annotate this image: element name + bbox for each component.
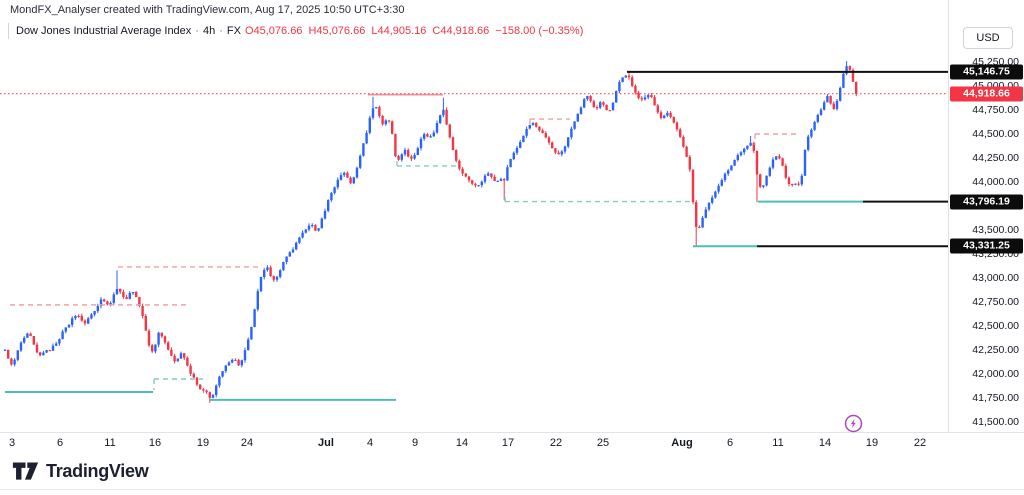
price-tick-label: 44,750.00 — [972, 104, 1019, 116]
price-tick-label: 44,500.00 — [972, 128, 1019, 140]
tradingview-logo[interactable]: TradingView — [12, 461, 149, 482]
currency-button[interactable]: USD — [963, 27, 1013, 49]
price-level-label: 43,796.19 — [950, 194, 1023, 210]
price-tick-label: 42,750.00 — [972, 296, 1019, 308]
price-tick-label: 44,250.00 — [972, 152, 1019, 164]
time-tick-day: 16 — [148, 437, 162, 449]
price-tick-label: 42,250.00 — [972, 344, 1019, 356]
time-tick-day: 14 — [818, 437, 832, 449]
low-value: L44,905.16 — [371, 25, 427, 37]
interval-label[interactable]: 4h — [202, 25, 216, 37]
footer: TradingView — [0, 453, 1024, 495]
tradingview-logo-text: TradingView — [46, 461, 149, 481]
time-tick-month: Aug — [671, 437, 693, 449]
time-tick-day: 14 — [455, 437, 469, 449]
time-tick-day: 25 — [596, 437, 610, 449]
price-tick-label: 41,750.00 — [972, 392, 1019, 404]
price-tick-label: 43,500.00 — [972, 224, 1019, 236]
open-value: O45,076.66 — [244, 25, 303, 37]
time-tick-day: 17 — [501, 437, 515, 449]
legend-separator: · — [195, 25, 199, 37]
price-tick-label: 43,000.00 — [972, 272, 1019, 284]
page-bottom-divider — [0, 489, 1024, 490]
time-tick-day: 11 — [104, 437, 116, 449]
time-tick-day: 3 — [8, 437, 16, 449]
time-tick-day: 9 — [411, 437, 419, 449]
time-tick-day: 6 — [56, 437, 64, 449]
price-axis[interactable]: USD 45,250.0045,000.0044,750.0044,500.00… — [948, 0, 1024, 432]
time-tick-day: 19 — [865, 437, 879, 449]
high-value: H45,076.66 — [308, 25, 366, 37]
candlestick-plot — [0, 61, 948, 403]
lightning-events-icon[interactable] — [844, 414, 863, 433]
chart-pane[interactable] — [0, 0, 948, 432]
price-level-label: 44,918.66 — [950, 86, 1023, 102]
symbol-legend[interactable]: Dow Jones Industrial Average Index · 4h … — [8, 23, 589, 39]
time-tick-day: 22 — [549, 437, 563, 449]
price-tick-label: 42,500.00 — [972, 320, 1019, 332]
close-value: C44,918.66 — [432, 25, 490, 37]
tradingview-logo-icon — [12, 462, 39, 480]
symbol-title[interactable]: Dow Jones Industrial Average Index — [16, 25, 192, 37]
time-tick-day: 24 — [240, 437, 254, 449]
time-tick-day: 22 — [913, 437, 927, 449]
time-axis[interactable]: 3 6 11 16 19 24 Jul 4 9 14 17 22 25 Aug 6 11 14 19 22 — [0, 432, 1024, 454]
change-value: −158.00 (−0.35%) — [495, 25, 584, 37]
price-tick-label: 42,000.00 — [972, 368, 1019, 380]
price-tick-label: 41,500.00 — [972, 416, 1019, 428]
time-tick-month: Jul — [318, 437, 334, 449]
time-tick-day: 6 — [726, 437, 734, 449]
price-level-label: 45,146.75 — [950, 64, 1023, 80]
price-tick-label: 44,000.00 — [972, 176, 1019, 188]
time-tick-day: 4 — [366, 437, 374, 449]
time-tick-day: 11 — [772, 437, 784, 449]
attribution-text: MondFX_Analyser created with TradingView… — [10, 4, 405, 16]
time-tick-day: 19 — [196, 437, 210, 449]
exchange-label: FX — [226, 25, 241, 37]
legend-separator: · — [219, 25, 223, 37]
price-level-label: 43,331.25 — [950, 238, 1023, 254]
